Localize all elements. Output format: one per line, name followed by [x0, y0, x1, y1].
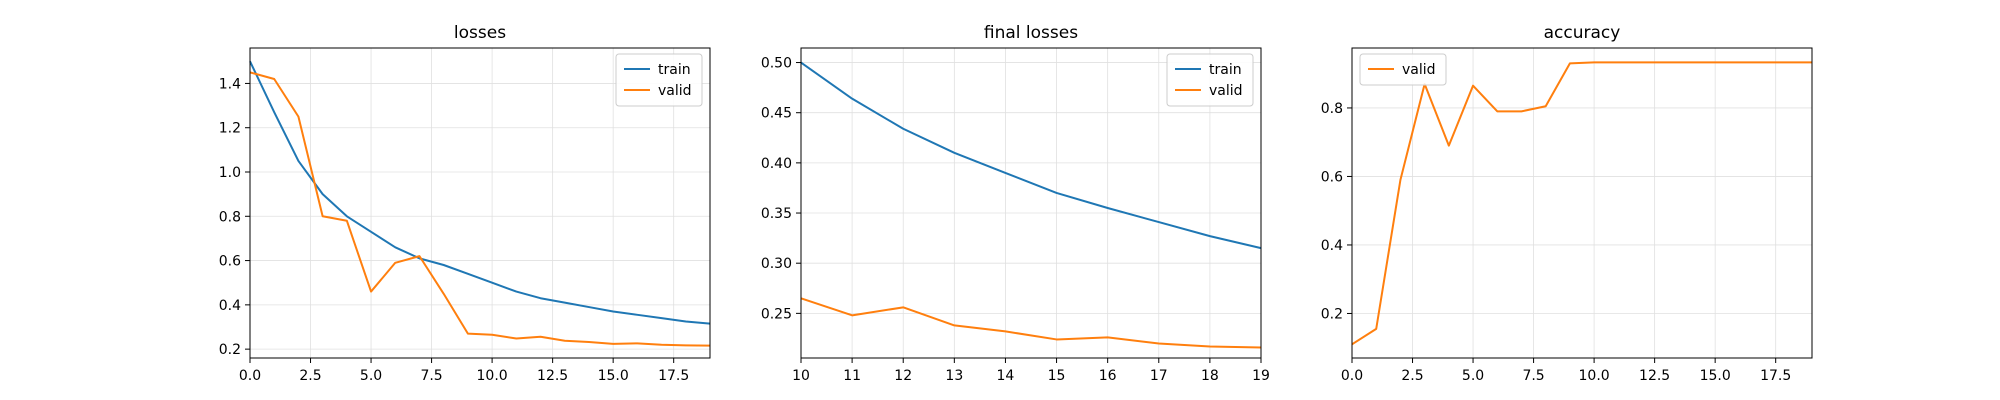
chart-0-y-tick-label-5: 1.2 [219, 121, 241, 137]
chart-2-y-tick-label-2: 0.6 [1321, 169, 1343, 185]
chart-1-y-tick-label-2: 0.35 [761, 206, 792, 222]
chart-2-legend: valid [1359, 53, 1447, 86]
chart-0-y-tick-label-3: 0.8 [219, 209, 241, 225]
chart-1-axes-frame [800, 47, 1262, 359]
chart-0-legend: train valid [615, 53, 703, 107]
chart-1-y-tick-label-3: 0.40 [761, 156, 792, 172]
chart-0-legend-label-1: valid [658, 83, 692, 99]
chart-2-legend-box [1359, 53, 1447, 86]
chart-0-series-1-line [249, 71, 711, 347]
chart-2-x-tick-label-0: 0.0 [1341, 368, 1363, 384]
chart-1-title: final losses [984, 23, 1078, 43]
chart-0-x-tick-label-2: 5.0 [360, 368, 382, 384]
chart-1-series-0-line [800, 61, 1262, 250]
chart-1-x-tick-label-6: 16 [1099, 368, 1117, 384]
chart-0-x-tick-label-4: 10.0 [477, 368, 508, 384]
chart-1-legend: train valid [1166, 53, 1254, 107]
chart-0-panel: 0.0 2.5 5.0 7.5 10.0 12.5 15.0 17.5 0.2 0.4 0.6 0.8… [219, 23, 711, 384]
chart-0-y-tick-label-4: 1.0 [219, 165, 241, 181]
chart-2-x-tick-label-5: 12.5 [1639, 368, 1670, 384]
chart-2-title: accuracy [1544, 23, 1621, 43]
chart-2-series-0-line [1351, 61, 1812, 346]
chart-1-legend-label-0: train [1209, 62, 1242, 78]
chart-1-x-tick-label-4: 14 [997, 368, 1015, 384]
chart-0-y-tick-label-6: 1.4 [219, 76, 241, 92]
chart-1-x-tick-label-9: 19 [1252, 368, 1270, 384]
chart-0-x-tick-label-5: 12.5 [537, 368, 568, 384]
chart-0-x-tick-label-1: 2.5 [299, 368, 321, 384]
chart-2-y-tick-label-1: 0.4 [1321, 238, 1343, 254]
chart-1-y-tick-label-1: 0.30 [761, 256, 792, 272]
chart-2-x-tick-label-2: 5.0 [1462, 368, 1484, 384]
chart-0-y-tick-label-1: 0.4 [219, 298, 241, 314]
chart-2-plot-area [1352, 48, 1812, 358]
chart-1-x-tick-label-1: 11 [843, 368, 861, 384]
chart-1-x-tick-label-8: 18 [1201, 368, 1219, 384]
chart-0-y-tick-label-2: 0.6 [219, 254, 241, 270]
chart-0-y-tick-label-0: 0.2 [219, 342, 241, 358]
chart-2-y-tick-label-3: 0.8 [1321, 101, 1343, 117]
chart-1-x-tick-label-2: 12 [894, 368, 912, 384]
chart-2-x-tick-label-7: 17.5 [1760, 368, 1791, 384]
chart-0-series-0-line [249, 60, 711, 325]
chart-1-x-tick-label-7: 17 [1150, 368, 1168, 384]
chart-1-series-1-line [800, 297, 1262, 349]
chart-2-axes-frame [1351, 47, 1813, 359]
chart-0-x-tick-label-0: 0.0 [239, 368, 261, 384]
chart-1-y-tick-label-0: 0.25 [761, 306, 792, 322]
chart-1-legend-label-1: valid [1209, 83, 1243, 99]
chart-1-x-tick-label-5: 15 [1048, 368, 1066, 384]
chart-1-y-tick-label-5: 0.50 [761, 56, 792, 72]
chart-1-x-tick-label-0: 10 [792, 368, 810, 384]
chart-0-legend-box [615, 53, 703, 107]
chart-2-x-tick-label-1: 2.5 [1401, 368, 1423, 384]
chart-1-y-tick-label-4: 0.45 [761, 106, 792, 122]
chart-1-x-tick-label-3: 13 [945, 368, 963, 384]
chart-2-x-tick-label-4: 10.0 [1579, 368, 1610, 384]
chart-2-y-tick-label-0: 0.2 [1321, 306, 1343, 322]
chart-0-axes-frame [249, 47, 711, 359]
chart-0-x-tick-label-6: 15.0 [598, 368, 629, 384]
chart-0-x-tick-label-3: 7.5 [420, 368, 442, 384]
chart-2-x-tick-label-6: 15.0 [1700, 368, 1731, 384]
chart-0-x-tick-label-7: 17.5 [658, 368, 689, 384]
chart-0-legend-label-0: train [658, 62, 691, 78]
chart-2-x-tick-label-3: 7.5 [1522, 368, 1544, 384]
chart-2-legend-label-0: valid [1402, 62, 1436, 78]
chart-0-title: losses [454, 23, 506, 43]
chart-1-panel: 10 11 12 13 14 15 16 17 18 19 0.25 0.30 0.35 0.40 0.45… [761, 23, 1270, 384]
chart-2-panel: 0.0 2.5 5.0 7.5 10.0 12.5 15.0 17.5 0.2 0.4 0.6 0.8… [1321, 23, 1813, 384]
chart-1-legend-box [1166, 53, 1254, 107]
